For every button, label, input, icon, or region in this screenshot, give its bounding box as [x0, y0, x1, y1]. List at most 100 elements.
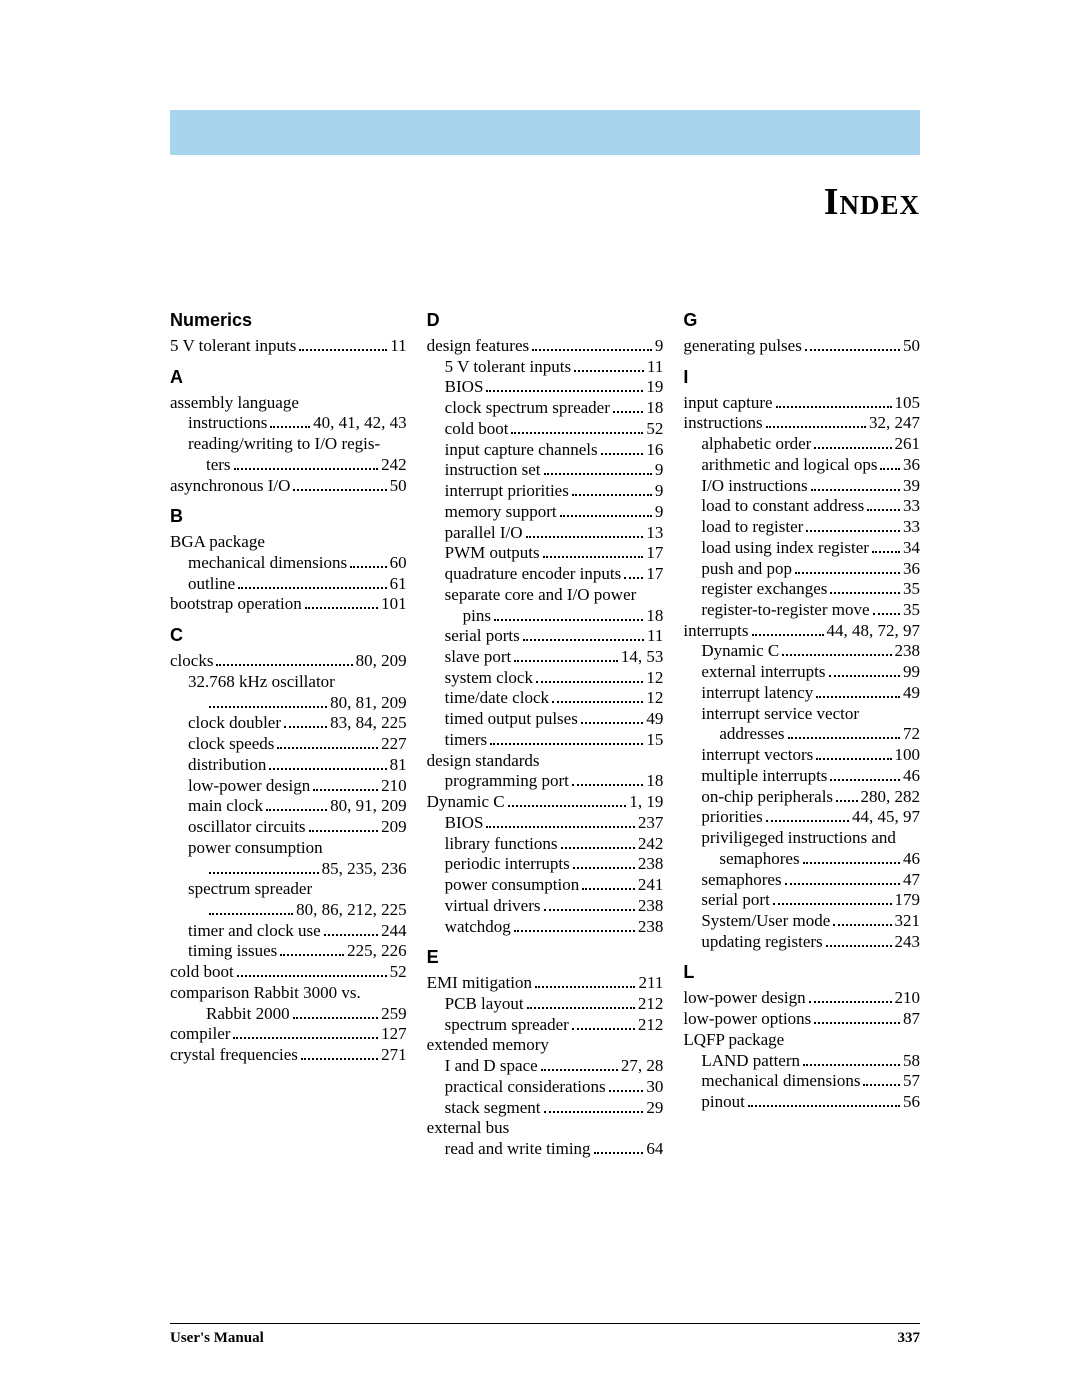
leader-dots	[486, 814, 634, 828]
index-entry-pages: 179	[895, 890, 921, 911]
index-columns: Numerics5 V tolerant inputs11Aassembly l…	[170, 310, 920, 1160]
index-entry: load to register33	[683, 517, 920, 538]
index-entry-pages: 241	[638, 875, 664, 896]
index-entry: clocks80, 209	[170, 651, 407, 672]
leader-dots	[830, 767, 900, 781]
leader-dots	[862, 705, 917, 719]
index-entry: PWM outputs17	[427, 543, 664, 564]
leader-dots	[601, 441, 644, 455]
leader-dots	[536, 669, 643, 683]
leader-dots	[364, 984, 404, 998]
index-entry-pages: 60	[390, 553, 407, 574]
leader-dots	[209, 694, 327, 708]
index-entry-label: power consumption	[188, 838, 323, 859]
index-entry-pages: 64	[646, 1139, 663, 1160]
leader-dots	[573, 856, 635, 870]
index-entry: input capture105	[683, 393, 920, 414]
index-entry-label: programming port	[445, 771, 569, 792]
index-entry: load using index register34	[683, 538, 920, 559]
index-entry-pages: 9	[655, 460, 664, 481]
index-entry: cold boot52	[170, 962, 407, 983]
page-footer: User's Manual 337	[170, 1323, 920, 1347]
index-section-heading: B	[170, 506, 407, 528]
index-entry-label: push and pop	[701, 559, 792, 580]
index-entry: generating pulses50	[683, 336, 920, 357]
leader-dots	[237, 964, 387, 978]
index-entry-pages: 36	[903, 455, 920, 476]
index-entry-pages: 32, 247	[869, 413, 920, 434]
index-entry: instructions32, 247	[683, 413, 920, 434]
index-section-heading: L	[683, 962, 920, 984]
index-entry: serial port179	[683, 890, 920, 911]
index-entry-pages: 80, 86, 212, 225	[296, 900, 407, 921]
index-entry-pages: 9	[655, 502, 664, 523]
index-entry-pages: 238	[638, 917, 664, 938]
index-entry-label: multiple interrupts	[701, 766, 827, 787]
index-entry-label: separate core and I/O power	[445, 585, 637, 606]
index-entry: low-power design210	[170, 776, 407, 797]
index-entry-pages: 46	[903, 766, 920, 787]
index-entry-pages: 47	[903, 870, 920, 891]
leader-dots	[284, 715, 327, 729]
leader-dots	[514, 648, 618, 662]
index-entry-pages: 30	[646, 1077, 663, 1098]
index-section-heading: G	[683, 310, 920, 332]
index-entry-pages: 12	[646, 668, 663, 689]
index-entry: interrupt vectors100	[683, 745, 920, 766]
index-entry-pages: 56	[903, 1092, 920, 1113]
leader-dots	[787, 1031, 917, 1045]
index-column: Ggenerating pulses50Iinput capture105ins…	[683, 310, 920, 1160]
leader-dots	[305, 596, 378, 610]
leader-dots	[809, 990, 892, 1004]
index-entry: virtual drivers238	[427, 896, 664, 917]
index-entry-pages: 29	[646, 1098, 663, 1119]
leader-dots	[544, 1099, 644, 1113]
index-entry: I/O instructions39	[683, 476, 920, 497]
index-entry-label: load to register	[701, 517, 803, 538]
index-entry: interrupts44, 48, 72, 97	[683, 621, 920, 642]
leader-dots	[514, 918, 635, 932]
index-entry: asynchronous I/O50	[170, 476, 407, 497]
leader-dots	[782, 643, 891, 657]
index-entry: System/User mode321	[683, 911, 920, 932]
index-entry: LAND pattern58	[683, 1051, 920, 1072]
index-entry: external interrupts99	[683, 662, 920, 683]
leader-dots	[872, 539, 900, 553]
footer-page-number: 337	[898, 1330, 921, 1347]
index-entry-label: I and D space	[445, 1056, 538, 1077]
index-entry: I and D space 27, 28	[427, 1056, 664, 1077]
leader-dots	[313, 777, 378, 791]
index-entry: semaphores46	[683, 849, 920, 870]
index-entry-label: Dynamic C	[427, 792, 505, 813]
index-entry-label: generating pulses	[683, 336, 802, 357]
index-entry-pages: 227	[381, 734, 407, 755]
leader-dots	[867, 498, 900, 512]
index-entry-pages: 243	[895, 932, 921, 953]
index-entry: timer and clock use244	[170, 921, 407, 942]
index-entry-pages: 212	[638, 994, 664, 1015]
leader-dots	[238, 575, 386, 589]
index-entry-pages: 35	[903, 600, 920, 621]
index-entry: power consumption	[170, 838, 407, 859]
index-entry-pages: 81	[390, 755, 407, 776]
index-entry-pages: 27, 28	[621, 1056, 664, 1077]
index-entry-label: alphabetic order	[701, 434, 811, 455]
index-entry-label: virtual drivers	[445, 896, 541, 917]
index-entry-label: mechanical dimensions	[701, 1071, 860, 1092]
index-entry-pages: 13	[646, 523, 663, 544]
index-entry-label: read and write timing	[445, 1139, 591, 1160]
leader-dots	[766, 415, 866, 429]
index-entry-label: low-power design	[683, 988, 805, 1009]
index-entry-pages: 36	[903, 559, 920, 580]
index-entry-label: cold boot	[170, 962, 234, 983]
leader-dots	[270, 415, 310, 429]
leader-dots	[269, 756, 386, 770]
index-entry-label: oscillator circuits	[188, 817, 306, 838]
index-entry-pages: 18	[646, 398, 663, 419]
index-entry-label: watchdog	[445, 917, 511, 938]
index-entry-pages: 127	[381, 1024, 407, 1045]
leader-dots	[609, 1078, 644, 1092]
index-entry-pages: 49	[646, 709, 663, 730]
index-entry: on-chip peripherals280, 282	[683, 787, 920, 808]
index-entry-pages: 80, 81, 209	[330, 693, 407, 714]
